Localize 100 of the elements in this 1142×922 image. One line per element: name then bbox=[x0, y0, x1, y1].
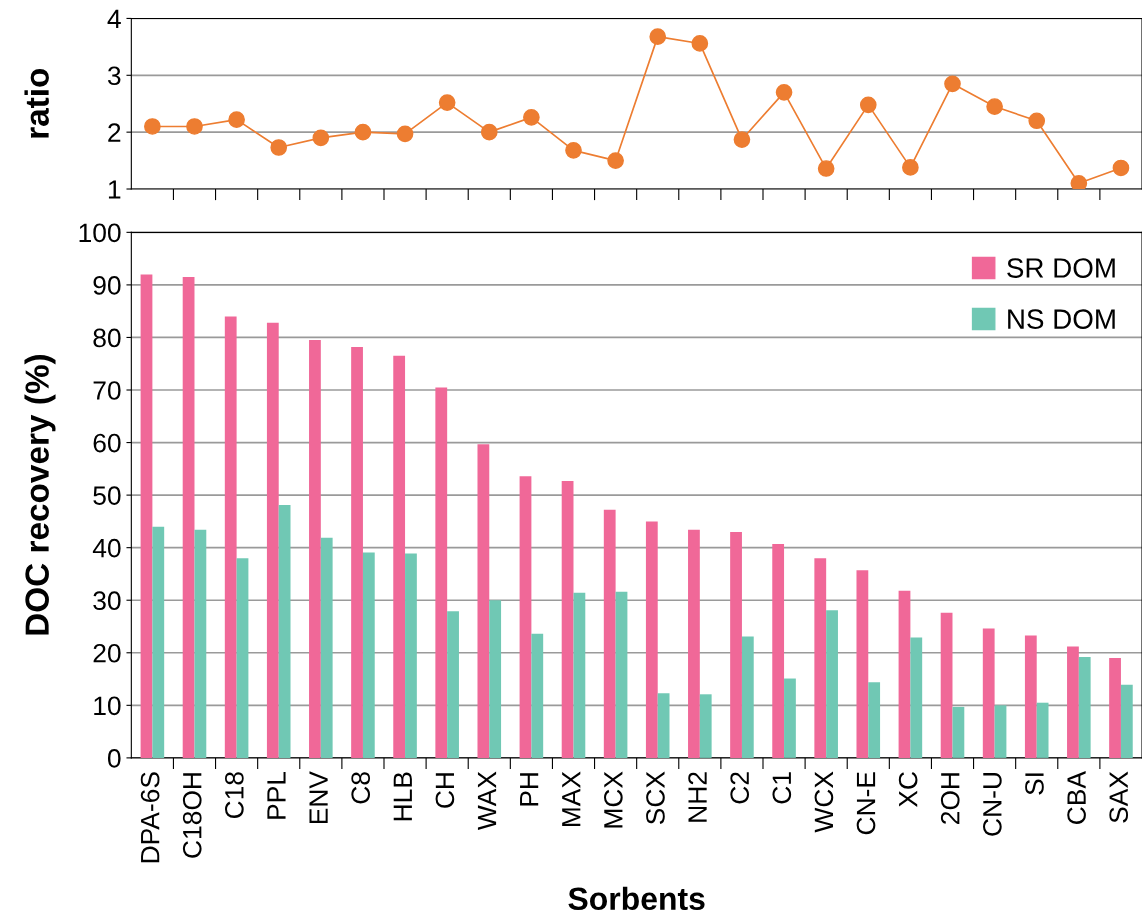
y-tick-label: 60 bbox=[93, 433, 121, 453]
y-tick-label: 90 bbox=[93, 276, 121, 295]
x-tick-label: SAX bbox=[1109, 771, 1129, 823]
x-tick-label: CH bbox=[435, 773, 455, 808]
point bbox=[1070, 174, 1088, 190]
x-tick-label: HLB bbox=[393, 772, 412, 821]
x-tick-label: SCX bbox=[646, 771, 665, 825]
y-tick-label: 4 bbox=[107, 9, 121, 28]
bar bbox=[657, 693, 670, 758]
x-tick-label: CBA bbox=[1067, 771, 1086, 824]
point bbox=[1028, 112, 1046, 130]
bar bbox=[1109, 658, 1121, 758]
bar bbox=[519, 476, 532, 758]
bar bbox=[224, 316, 237, 758]
y-tick-label: 70 bbox=[93, 381, 121, 400]
bar bbox=[1120, 684, 1133, 758]
x-axis-title: Sorbents bbox=[568, 886, 705, 911]
point bbox=[396, 125, 414, 143]
x-tick-label: C18 bbox=[225, 772, 244, 819]
x-tick-label: WAX bbox=[477, 771, 497, 831]
bar bbox=[952, 706, 965, 758]
bar bbox=[868, 682, 881, 758]
bar bbox=[603, 509, 616, 758]
x-tick-label: 2OH bbox=[940, 773, 960, 824]
x-tick-label: C1 bbox=[772, 772, 792, 804]
bar bbox=[898, 590, 911, 758]
point bbox=[607, 152, 624, 169]
bar bbox=[856, 570, 869, 758]
legend-label: NS DOM bbox=[1008, 309, 1115, 329]
x-tick-label: C18OH bbox=[182, 773, 202, 858]
y-tick-label: 40 bbox=[92, 538, 121, 558]
x-tick-label: MAX bbox=[562, 771, 581, 827]
bar bbox=[1067, 646, 1079, 758]
point bbox=[1112, 159, 1130, 177]
bar bbox=[531, 633, 544, 758]
bar bbox=[140, 274, 153, 758]
point bbox=[817, 160, 835, 177]
x-tick-label: SI bbox=[1025, 773, 1044, 795]
bar bbox=[351, 346, 363, 758]
bar bbox=[1024, 635, 1037, 758]
bar bbox=[688, 529, 700, 758]
x-tick-label: DPA-6S bbox=[140, 772, 160, 863]
point bbox=[186, 118, 203, 135]
point bbox=[523, 109, 540, 126]
bar bbox=[236, 558, 249, 758]
bar bbox=[194, 529, 207, 758]
point bbox=[859, 96, 877, 114]
bar bbox=[826, 610, 838, 758]
y-tick-label: 50 bbox=[93, 486, 121, 505]
bar bbox=[152, 526, 165, 758]
point bbox=[691, 35, 709, 52]
x-tick-label: NH2 bbox=[688, 772, 707, 822]
point bbox=[649, 28, 667, 45]
bar bbox=[489, 600, 502, 758]
bar bbox=[320, 537, 333, 758]
x-tick-label: MCX bbox=[604, 771, 623, 828]
point bbox=[144, 118, 161, 135]
y-tick-label: 20 bbox=[93, 643, 121, 663]
bar bbox=[362, 552, 375, 758]
bar bbox=[393, 355, 406, 758]
bar bbox=[994, 705, 1007, 758]
legend-label: SR DOM bbox=[1007, 258, 1115, 278]
point bbox=[902, 159, 919, 176]
bar bbox=[405, 553, 417, 758]
y-axis-title: DOC recovery (%) bbox=[24, 355, 56, 635]
point bbox=[312, 129, 330, 147]
x-tick-label: C8 bbox=[351, 772, 371, 804]
x-tick-label: WCX bbox=[814, 771, 834, 833]
bar bbox=[784, 678, 796, 758]
y-tick-label: 80 bbox=[93, 328, 121, 348]
point bbox=[565, 142, 582, 159]
y-tick-label: 100 bbox=[79, 223, 121, 243]
x-tick-label: CN-U bbox=[983, 773, 1002, 836]
bar bbox=[910, 637, 923, 758]
bar bbox=[278, 505, 291, 758]
point bbox=[480, 123, 498, 141]
bar bbox=[730, 531, 742, 758]
bar bbox=[699, 694, 712, 758]
point bbox=[986, 98, 1003, 115]
bar bbox=[645, 521, 658, 758]
bar bbox=[814, 558, 827, 758]
point bbox=[438, 94, 456, 111]
x-tick-label: PPL bbox=[267, 771, 286, 819]
bar bbox=[182, 277, 195, 758]
point bbox=[733, 131, 751, 148]
bar bbox=[447, 611, 459, 758]
bar bbox=[266, 322, 279, 758]
bar bbox=[1036, 702, 1049, 758]
x-tick-label: C2 bbox=[730, 772, 750, 804]
point bbox=[775, 84, 793, 101]
bar bbox=[1078, 656, 1091, 758]
y-tick-label: 30 bbox=[93, 591, 121, 611]
x-tick-label: CN-E bbox=[856, 772, 876, 835]
bar bbox=[940, 612, 953, 758]
bar bbox=[772, 543, 785, 758]
point bbox=[944, 75, 961, 93]
y-axis-title: ratio bbox=[24, 68, 49, 138]
bar bbox=[573, 592, 586, 758]
y-tick-label: 0 bbox=[107, 749, 121, 768]
bar bbox=[435, 387, 448, 758]
